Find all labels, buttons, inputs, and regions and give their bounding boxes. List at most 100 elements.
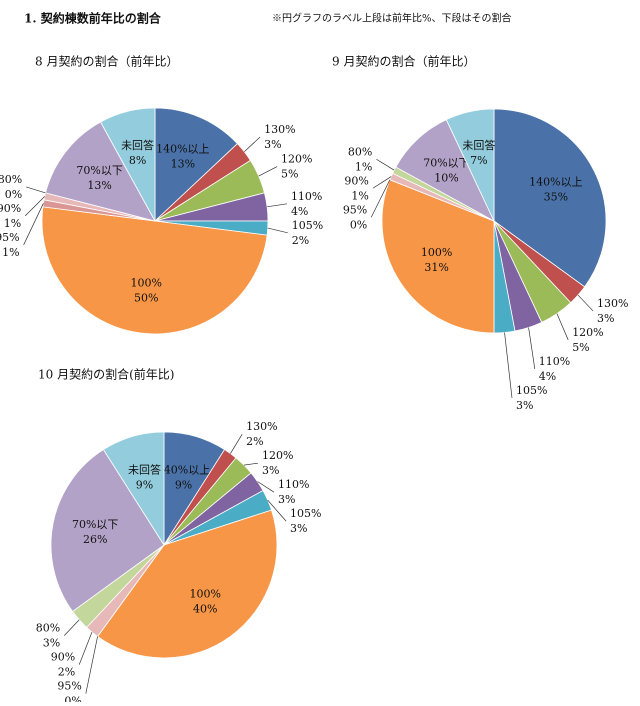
leader-line: [63, 619, 80, 636]
chart-title: 10 月契約の割合(前年比): [38, 367, 174, 382]
slice-value: 4%: [291, 205, 308, 218]
pie-slice: [50, 449, 165, 612]
leader-line: [258, 166, 278, 177]
slice-category: 105%: [290, 507, 321, 520]
slice-value: 13%: [171, 158, 195, 171]
leader-line: [78, 631, 93, 665]
slice-category: 140%以上: [529, 175, 582, 188]
slice-value: 0%: [350, 218, 367, 231]
slice-value: 3%: [264, 138, 281, 151]
slice-category: 120%: [572, 326, 603, 339]
slice-category: 110%: [291, 190, 322, 203]
leader-line: [577, 294, 594, 312]
slice-value: 1%: [4, 217, 21, 230]
leader-line: [230, 433, 243, 454]
slice-value: 5%: [281, 168, 298, 181]
note: ※円グラフのラベル上段は前年比%、下段はその割合: [272, 12, 512, 25]
leader-line: [85, 636, 98, 694]
slice-category: 80%: [0, 173, 22, 186]
slice-category: 80%: [348, 145, 372, 158]
slice-category: 120%: [262, 449, 293, 462]
chart-title: 9 月契約の割合（前年比）: [332, 54, 475, 69]
slice-category: 110%: [278, 478, 309, 491]
slice-category: 140%以上: [157, 464, 210, 477]
pie-slice: [102, 431, 165, 547]
slice-category: 140%以上: [156, 143, 209, 156]
slice-category: 100%: [189, 588, 220, 601]
pie-slice: [100, 107, 156, 222]
slice-value: 1%: [355, 160, 372, 173]
slice-value: 2%: [292, 234, 309, 247]
leader-line: [370, 179, 391, 218]
pie-slice: [45, 121, 156, 222]
pie-slice: [445, 108, 495, 222]
slice-value: 1%: [2, 246, 19, 259]
slice-category: 95%: [57, 680, 81, 693]
slice-category: 100%: [421, 246, 452, 259]
slice-category: 80%: [36, 622, 60, 635]
slice-value: 35%: [544, 190, 568, 203]
leader-line: [504, 332, 513, 398]
slice-category: 未回答: [121, 138, 154, 152]
leader-line: [26, 186, 46, 194]
slice-category: 70%以下: [76, 164, 122, 177]
leader-line: [528, 327, 536, 369]
leader-line: [244, 136, 261, 152]
leader-line: [257, 481, 275, 493]
slice-category: 95%: [343, 203, 367, 216]
slice-value: 26%: [83, 533, 107, 546]
slice-category: 120%: [281, 153, 312, 166]
slice-category: 130%: [246, 420, 277, 433]
slice-category: 90%: [0, 202, 21, 215]
leader-line: [267, 499, 287, 522]
slice-value: 5%: [572, 341, 589, 354]
slice-value: 0%: [64, 695, 81, 702]
page-title: 1. 契約棟数前年比の割合: [24, 11, 162, 26]
slice-value: 31%: [424, 261, 448, 274]
slice-value: 7%: [470, 154, 487, 167]
slice-category: 未回答: [128, 463, 161, 477]
slice-category: 90%: [344, 174, 368, 187]
leader-line: [372, 176, 392, 189]
slice-value: 3%: [597, 312, 614, 325]
leader-line: [267, 227, 288, 234]
pie-slice: [41, 206, 268, 335]
slice-value: 3%: [262, 464, 279, 477]
slice-value: 4%: [539, 370, 556, 383]
slice-category: 70%以下: [72, 518, 118, 531]
slice-category: 90%: [51, 651, 75, 664]
slice-category: 130%: [597, 297, 628, 310]
slice-value: 0%: [5, 188, 22, 201]
slice-value: 3%: [43, 637, 60, 650]
slice-category: 70%以下: [423, 156, 469, 169]
slice-value: 3%: [278, 493, 295, 506]
leader-line: [267, 203, 288, 208]
slice-value: 9%: [136, 479, 153, 492]
leader-line: [243, 462, 259, 466]
slice-category: 105%: [516, 384, 547, 397]
slice-category: 95%: [0, 231, 20, 244]
pie-slice: [381, 179, 495, 334]
leader-line: [24, 196, 45, 217]
slice-value: 13%: [87, 179, 111, 192]
slice-value: 1%: [351, 189, 368, 202]
pie-slice: [493, 108, 607, 288]
slice-category: 130%: [264, 123, 295, 136]
slice-value: 8%: [129, 154, 146, 167]
leader-line: [376, 158, 395, 171]
slice-value: 40%: [193, 603, 217, 616]
slice-category: 110%: [539, 355, 570, 368]
slice-category: 未回答: [462, 138, 495, 152]
leader-line: [556, 313, 569, 341]
slice-value: 9%: [175, 479, 192, 492]
slice-value: 2%: [246, 435, 263, 448]
pie-slice: [97, 509, 278, 659]
slice-category: 105%: [292, 219, 323, 232]
leader-line: [23, 203, 44, 246]
slice-category: 100%: [130, 277, 161, 290]
pie-slice: [154, 107, 238, 222]
slice-value: 10%: [434, 171, 458, 184]
slice-value: 3%: [290, 522, 307, 535]
chart-title: 8 月契約の割合（前年比）: [35, 54, 178, 69]
